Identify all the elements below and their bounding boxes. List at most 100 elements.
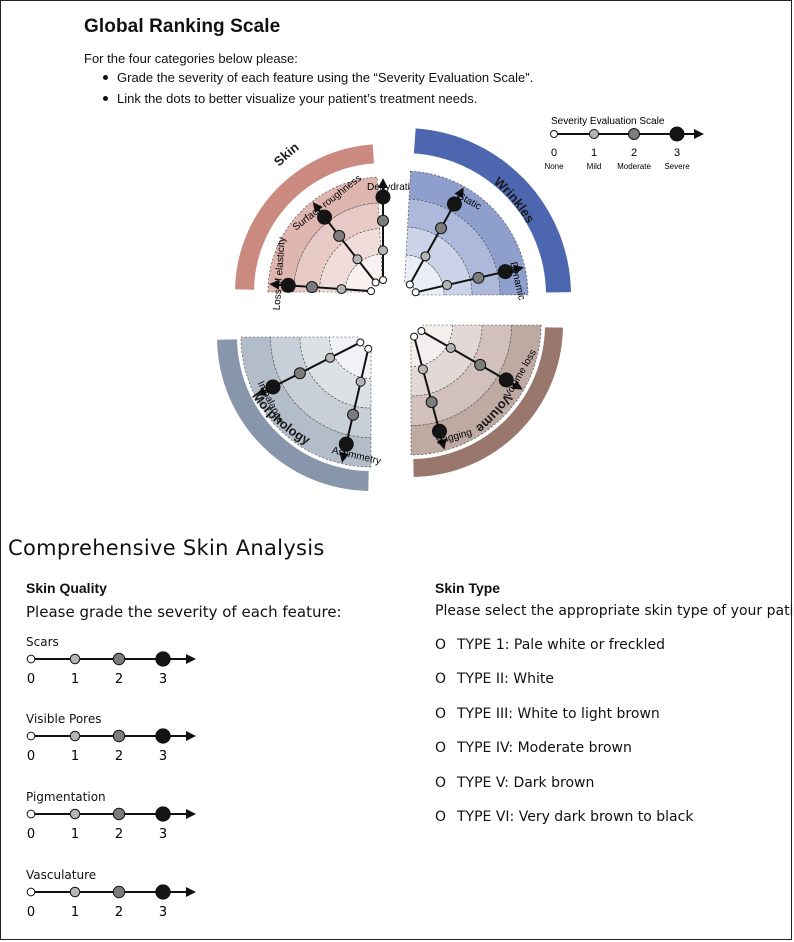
severity-dot-1[interactable]	[378, 245, 388, 256]
severity-dot-2[interactable]	[333, 229, 346, 242]
severity-dot-0[interactable]	[26, 731, 36, 741]
scale-label: 0	[27, 905, 35, 920]
radio-circle-icon[interactable]: O	[435, 775, 447, 791]
severity-dot-3[interactable]	[155, 806, 171, 822]
severity-dot-0[interactable]	[411, 288, 420, 297]
severity-dot-2[interactable]	[474, 358, 487, 371]
severity-dot-1[interactable]	[445, 342, 456, 353]
radio-circle-icon[interactable]: O	[435, 740, 447, 756]
skin-type-option[interactable]: O TYPE 1: Pale white or freckled	[435, 637, 665, 653]
severity-level-name: Moderate	[617, 162, 651, 171]
severity-dot-0[interactable]	[364, 344, 373, 353]
severity-dot-1[interactable]	[352, 254, 363, 265]
severity-dot-3	[669, 126, 685, 142]
severity-dot-0[interactable]	[367, 287, 376, 296]
scale-label: 0	[27, 827, 35, 842]
skin-quality-heading: Skin Quality	[26, 580, 107, 596]
severity-dot-3[interactable]	[155, 884, 171, 900]
scale-label: 1	[71, 749, 79, 764]
severity-dot-2[interactable]	[377, 214, 389, 227]
skin-type-instruction: Please select the appropriate skin type …	[435, 603, 794, 619]
severity-band	[319, 228, 382, 293]
severity-dot-1[interactable]	[325, 352, 336, 363]
severity-dot-2[interactable]	[425, 396, 438, 409]
severity-dot-3[interactable]	[155, 651, 171, 667]
severity-dot-3[interactable]	[265, 379, 281, 395]
severity-dot-0[interactable]	[405, 280, 414, 289]
severity-dot-3[interactable]	[155, 728, 171, 744]
feature-label: Loss of elasticity	[272, 237, 288, 311]
severity-dot-2[interactable]	[347, 408, 360, 421]
severity-level-number: 3	[674, 147, 680, 159]
severity-dot-2[interactable]	[293, 367, 306, 380]
severity-dot-0[interactable]	[379, 276, 387, 284]
skin-analysis-title: Comprehensive Skin Analysis	[8, 536, 325, 560]
severity-dot-3[interactable]	[280, 277, 296, 293]
severity-dot-1[interactable]	[69, 808, 81, 820]
severity-scale-title: Severity Evaluation Scale	[551, 116, 665, 127]
severity-dot-1[interactable]	[355, 376, 366, 387]
severity-dot-3[interactable]	[317, 209, 333, 225]
category-band	[413, 327, 563, 477]
severity-dot-0[interactable]	[356, 338, 365, 347]
severity-dot-3[interactable]	[446, 196, 462, 212]
severity-level-name: None	[544, 162, 564, 171]
severity-dot-3[interactable]	[498, 372, 514, 388]
severity-dot-2[interactable]	[112, 652, 126, 666]
feature-label-visible-pores: Visible Pores	[26, 712, 102, 726]
scale-label: 3	[159, 827, 167, 842]
severity-dot-0[interactable]	[26, 809, 36, 819]
skin-type-option[interactable]: O TYPE V: Dark brown	[435, 775, 594, 791]
severity-level-number: 1	[591, 147, 597, 159]
severity-dot-0[interactable]	[26, 887, 36, 897]
severity-dot-1[interactable]	[69, 730, 81, 742]
scars-severity-scale[interactable]: 0 1 2 3	[22, 648, 212, 688]
severity-dot-1[interactable]	[420, 251, 431, 262]
radio-circle-icon[interactable]: O	[435, 671, 447, 687]
vasculature-severity-scale[interactable]: 0 1 2 3	[22, 881, 212, 921]
bullet-icon	[103, 96, 108, 102]
severity-dot-0	[550, 130, 558, 138]
scale-label: 1	[71, 672, 79, 687]
skin-type-option-label: TYPE III: White to light brown	[457, 706, 660, 722]
feature-label-scars: Scars	[26, 635, 59, 649]
severity-dot-3[interactable]	[375, 189, 391, 205]
severity-dot-0[interactable]	[371, 278, 380, 287]
severity-dot-1[interactable]	[69, 653, 81, 665]
pigmentation-severity-scale[interactable]: 0 1 2 3	[22, 803, 212, 843]
global-ranking-title: Global Ranking Scale	[84, 16, 281, 37]
severity-dot-2[interactable]	[305, 281, 318, 294]
visible-pores-severity-scale[interactable]: 0 1 2 3	[22, 725, 212, 765]
category-band	[413, 128, 571, 293]
severity-dot-3[interactable]	[338, 436, 354, 452]
instruction-bullet: Grade the severity of each feature using…	[103, 70, 533, 85]
severity-band	[299, 336, 372, 409]
severity-dot-1[interactable]	[69, 886, 81, 898]
severity-dot-0[interactable]	[26, 654, 36, 664]
severity-dot-1[interactable]	[442, 280, 453, 291]
severity-dot-2[interactable]	[435, 222, 448, 235]
severity-dot-2[interactable]	[112, 885, 126, 899]
skin-type-option[interactable]: O TYPE II: White	[435, 671, 554, 687]
severity-dot-0[interactable]	[417, 327, 426, 335]
severity-dot-1[interactable]	[336, 284, 347, 295]
skin-quality-instruction: Please grade the severity of each featur…	[26, 603, 342, 621]
severity-dot-0[interactable]	[410, 332, 419, 341]
severity-dot-2[interactable]	[112, 729, 126, 743]
radio-circle-icon[interactable]: O	[435, 809, 447, 825]
radio-circle-icon[interactable]: O	[435, 637, 447, 653]
severity-dot-3[interactable]	[497, 264, 513, 280]
severity-dot-3[interactable]	[431, 423, 447, 439]
severity-dot-2[interactable]	[472, 271, 485, 284]
radio-circle-icon[interactable]: O	[435, 706, 447, 722]
scale-label: 1	[71, 905, 79, 920]
skin-type-option[interactable]: O TYPE IV: Moderate brown	[435, 740, 632, 756]
severity-dot-2[interactable]	[112, 807, 126, 821]
skin-type-option[interactable]: O TYPE VI: Very dark brown to black	[435, 809, 693, 825]
skin-type-option[interactable]: O TYPE III: White to light brown	[435, 706, 660, 722]
severity-level-name: Severe	[664, 162, 690, 171]
severity-dot-1[interactable]	[417, 364, 428, 375]
scale-label: 2	[115, 905, 123, 920]
feature-label-pigmentation: Pigmentation	[26, 790, 106, 804]
